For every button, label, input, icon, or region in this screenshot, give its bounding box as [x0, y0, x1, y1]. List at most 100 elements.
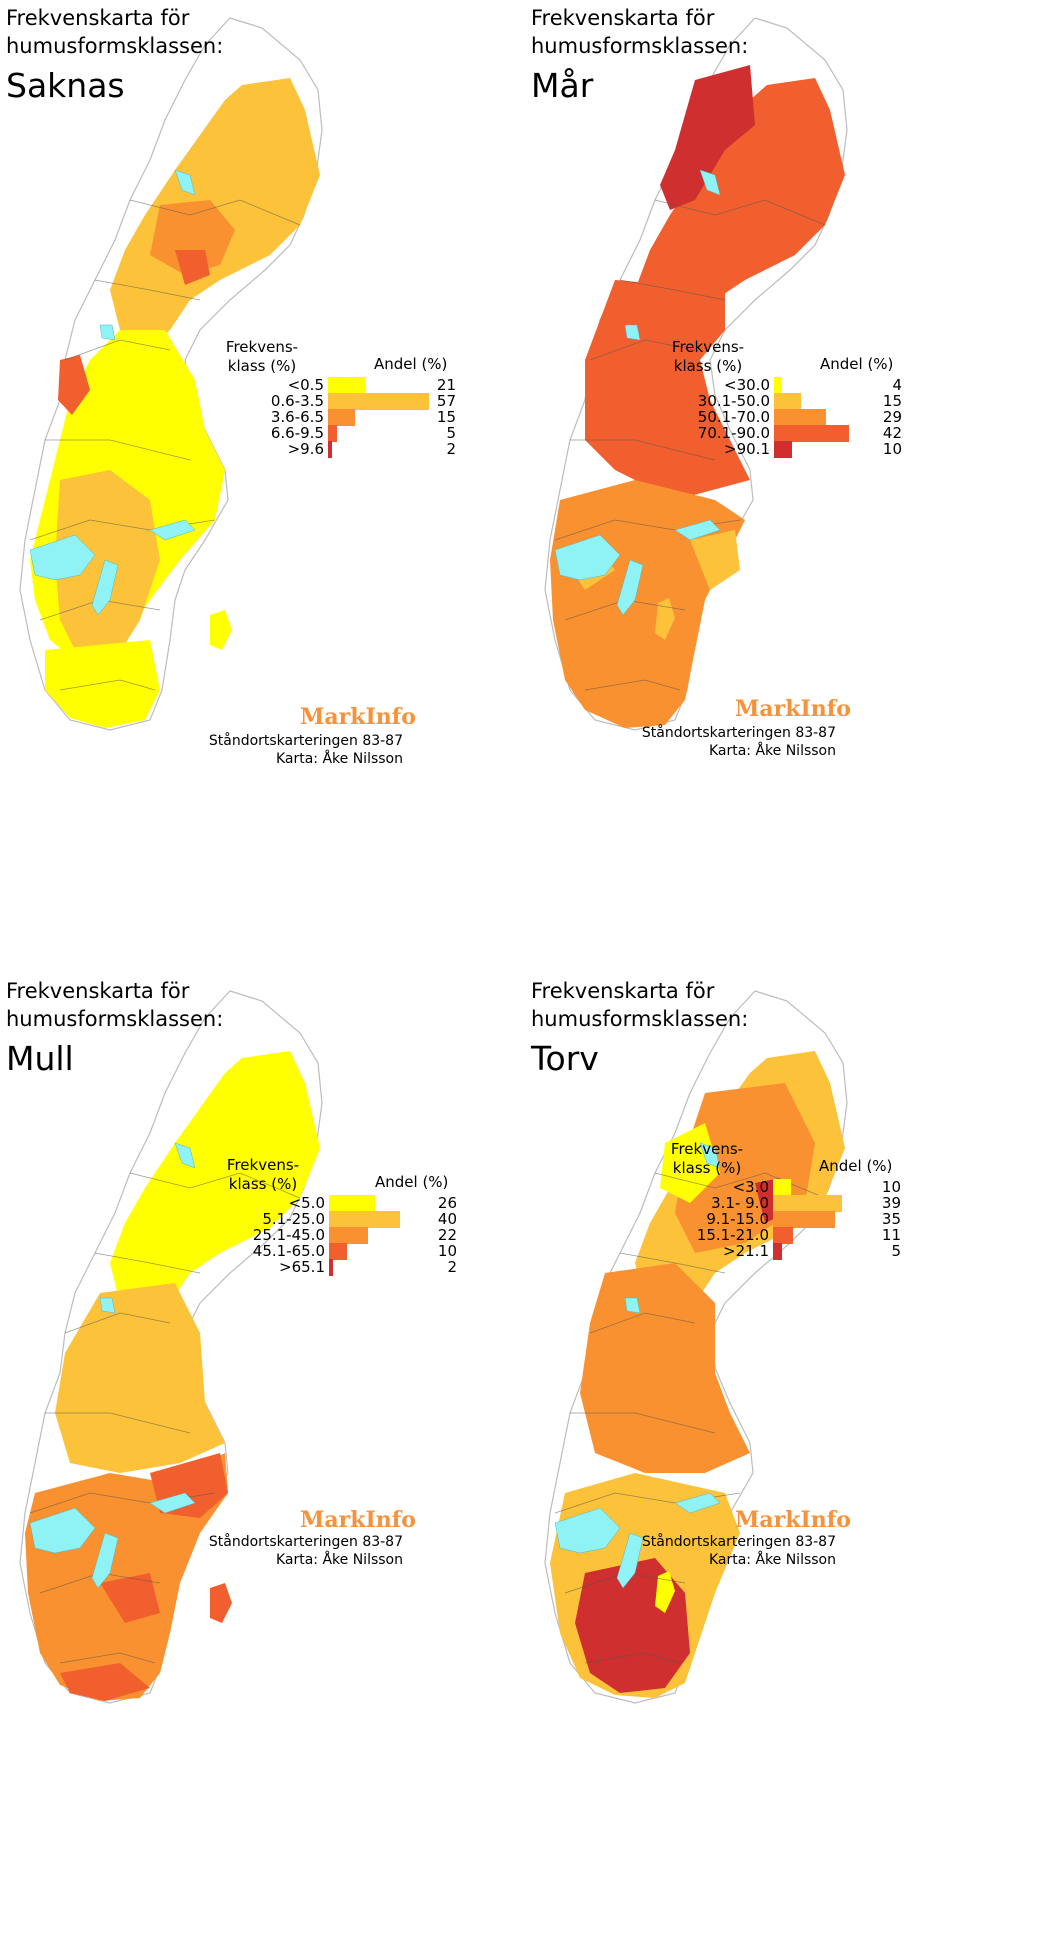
title-line-1: Frekvenskarta för — [6, 979, 190, 1003]
lake-malaren — [149, 519, 196, 541]
legend-share-bar — [774, 425, 849, 442]
gotland — [210, 1583, 232, 1623]
legend-row: 30.1-50.0 15 — [670, 392, 910, 411]
brand-logo: MarkInfo — [735, 1507, 851, 1533]
legend-header-class-line1: Frekvens- — [225, 338, 299, 356]
legend-class-label: >21.1 — [723, 1242, 769, 1260]
class-name: Mår — [531, 66, 594, 105]
map-zone-2 — [660, 65, 755, 210]
legend-header-class-line1: Frekvens- — [670, 1140, 744, 1158]
legend-header-class: Frekvens- klass (%) — [224, 338, 300, 376]
credit: Ståndortskarteringen 83-87 Karta: Åke Ni… — [209, 1533, 403, 1569]
legend-header-class-line2: klass (%) — [673, 357, 743, 375]
map-zone-5 — [100, 1573, 160, 1623]
county-borders — [29, 199, 301, 691]
legend-row: 3.1- 9.0 39 — [669, 1194, 909, 1213]
legend-class-label: <5.0 — [288, 1194, 325, 1212]
map-zone-3 — [585, 280, 750, 500]
legend: Frekvens- klass (%) Andel (%) <3.0 10 3.1-… — [669, 1140, 909, 1270]
map-title: Frekvenskarta för humusformsklassen: Sak… — [6, 4, 223, 108]
lake-vattern — [91, 559, 119, 616]
class-name: Mull — [6, 1039, 74, 1078]
legend-row: <30.0 4 — [670, 376, 910, 395]
legend-row: 9.1-15.0 35 — [669, 1210, 909, 1229]
sweden-map — [544, 990, 848, 1704]
legend-header-share: Andel (%) — [375, 1173, 449, 1191]
lake-vattern — [91, 1532, 119, 1589]
legend-class-label: 0.6-3.5 — [270, 392, 324, 410]
legend-row: <3.0 10 — [669, 1178, 909, 1197]
legend-share-bar — [328, 377, 366, 394]
legend-share-value: 5 — [446, 424, 456, 442]
lake-storsjon — [624, 1297, 641, 1314]
credit-line-1: Ståndortskarteringen 83-87 — [208, 733, 403, 749]
map-zone-7 — [45, 640, 160, 728]
legend-class-label: <0.5 — [287, 376, 324, 394]
legend-share-bar — [329, 1259, 333, 1276]
legend-share-bar — [329, 1195, 376, 1212]
title-line-2: humusformsklassen: — [6, 34, 224, 58]
legend-share-bar — [329, 1243, 347, 1260]
map-zone-5 — [580, 1263, 750, 1473]
legend-row: 6.6-9.5 5 — [224, 424, 464, 443]
lake-malaren — [674, 519, 721, 541]
legend-share-value: 26 — [437, 1194, 457, 1212]
legend-header-share: Andel (%) — [820, 355, 894, 373]
map-zone-5 — [690, 530, 740, 590]
map-title: Frekvenskarta för humusformsklassen: Tor… — [531, 977, 748, 1081]
legend-share-value: 22 — [437, 1226, 457, 1244]
map-zone-3 — [175, 250, 210, 285]
legend-class-label: <30.0 — [724, 376, 770, 394]
legend-share-value: 29 — [882, 408, 902, 426]
county-borders — [29, 1172, 301, 1664]
legend: Frekvens- klass (%) Andel (%) <5.0 26 5.1-… — [225, 1156, 465, 1286]
credit-line-2: Karta: Åke Nilsson — [275, 1552, 403, 1568]
legend-share-bar — [329, 1227, 369, 1244]
legend-class-label: <3.0 — [732, 1178, 769, 1196]
lake-vanern — [554, 534, 621, 581]
legend-share-value: 15 — [882, 392, 902, 410]
lake-north — [174, 1142, 196, 1169]
lake-vattern — [616, 1532, 644, 1589]
lake-north — [699, 169, 721, 196]
legend-class-label: 25.1-45.0 — [252, 1226, 325, 1244]
county-borders — [554, 199, 826, 691]
legend-class-label: 6.6-9.5 — [270, 424, 324, 442]
lake-vanern — [29, 534, 96, 581]
legend-header-class: Frekvens- klass (%) — [225, 1156, 301, 1194]
legend-share-value: 21 — [436, 376, 456, 394]
legend-share-bar — [774, 409, 826, 426]
title-line-1: Frekvenskarta för — [531, 979, 715, 1003]
legend-share-value: 57 — [436, 392, 456, 410]
country-outline — [19, 17, 323, 731]
legend-row: <0.5 21 — [224, 376, 464, 395]
legend-row: 45.1-65.0 10 — [225, 1242, 465, 1261]
legend-row: 5.1-25.0 40 — [225, 1210, 465, 1229]
legend-share-bar — [328, 393, 430, 410]
lake-storsjon — [99, 1297, 116, 1314]
legend: Frekvens- klass (%) Andel (%) <30.0 4 30.1… — [670, 338, 910, 468]
sweden-map — [19, 990, 323, 1704]
legend-class-label: 30.1-50.0 — [697, 392, 770, 410]
legend-share-value: 2 — [446, 440, 456, 458]
legend-class-label: >90.1 — [724, 440, 770, 458]
credit: Ståndortskarteringen 83-87 Karta: Åke Ni… — [209, 732, 403, 768]
legend-class-label: 70.1-90.0 — [697, 424, 770, 442]
class-name: Saknas — [6, 66, 125, 105]
legend-share-bar — [773, 1227, 793, 1244]
gotland — [655, 1571, 675, 1613]
title-line-2: humusformsklassen: — [6, 1007, 224, 1031]
legend-header-class: Frekvens- klass (%) — [670, 338, 746, 376]
legend-header-share: Andel (%) — [374, 355, 448, 373]
county-borders — [554, 1172, 826, 1664]
legend-row: <5.0 26 — [225, 1194, 465, 1213]
legend-share-value: 10 — [882, 440, 902, 458]
map-title: Frekvenskarta för humusformsklassen: Mul… — [6, 977, 223, 1081]
legend-share-bar — [328, 425, 337, 442]
title-line-2: humusformsklassen: — [531, 1007, 749, 1031]
legend-class-label: 50.1-70.0 — [697, 408, 770, 426]
legend-header-class: Frekvens- klass (%) — [669, 1140, 745, 1178]
map-zone-6 — [60, 1663, 150, 1701]
sweden-map — [19, 17, 323, 731]
map-panel-mar: Frekvenskarta för humusformsklassen: Mår… — [525, 0, 1050, 973]
